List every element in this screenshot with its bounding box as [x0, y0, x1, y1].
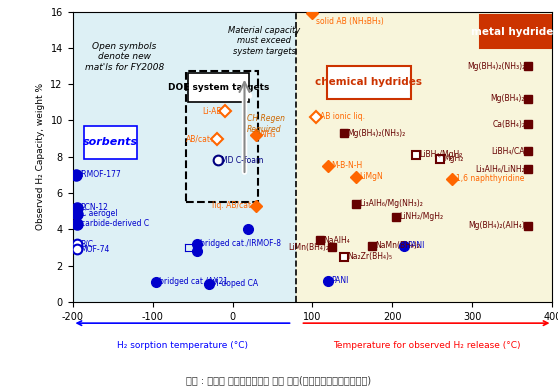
Text: Li₃AlH₆/Mg(NH₃)₂: Li₃AlH₆/Mg(NH₃)₂ [360, 199, 424, 209]
Text: bridged cat./IRMOF-8: bridged cat./IRMOF-8 [200, 239, 281, 248]
Bar [296, 12, 552, 302]
Text: solid AB (NH₃BH₃): solid AB (NH₃BH₃) [316, 17, 383, 26]
Text: AB ionic liq.: AB ionic liq. [320, 112, 365, 122]
FancyBboxPatch shape [327, 66, 411, 99]
Text: 1,6 naphthyridine: 1,6 naphthyridine [456, 174, 524, 183]
Text: NaMn(BH₄)₂: NaMn(BH₄)₂ [376, 241, 421, 250]
Text: M-B-N-H: M-B-N-H [331, 161, 363, 170]
Text: AB/cat.: AB/cat. [186, 134, 213, 143]
Text: Li-AB: Li-AB [202, 107, 222, 116]
Text: LiBH₄/CA: LiBH₄/CA [492, 147, 525, 156]
Text: carbide-derived C: carbide-derived C [80, 219, 148, 228]
Text: PCN-12: PCN-12 [80, 203, 108, 212]
Text: MD C-foam: MD C-foam [222, 156, 264, 165]
Text: LiBH₄/MgH₂: LiBH₄/MgH₂ [420, 151, 463, 159]
Bar [73, 12, 296, 302]
Text: Li₃AlH₆/LiNH₂: Li₃AlH₆/LiNH₂ [475, 165, 525, 174]
Text: sorbents: sorbents [83, 137, 138, 147]
FancyBboxPatch shape [189, 73, 248, 102]
Text: LiNH₂/MgH₂: LiNH₂/MgH₂ [400, 212, 444, 221]
Text: MOF-74: MOF-74 [80, 245, 110, 254]
Text: NaAlH₄: NaAlH₄ [324, 236, 350, 245]
Text: metal hydrides: metal hydrides [472, 27, 558, 36]
Text: bridged cat./AX21: bridged cat./AX21 [159, 277, 228, 286]
FancyBboxPatch shape [480, 15, 551, 48]
Bar [186, 72, 258, 202]
Text: Na₂Zr(BH₄)₅: Na₂Zr(BH₄)₅ [348, 252, 393, 261]
Text: Mg(BH₄)₂(NH₃)₂: Mg(BH₄)₂(NH₃)₂ [348, 128, 406, 138]
Text: H₂ sorption temperature (°C): H₂ sorption temperature (°C) [117, 341, 248, 349]
Text: Temperature for observed H₂ release (°C): Temperature for observed H₂ release (°C) [333, 341, 520, 349]
Text: AlH₃: AlH₃ [259, 130, 276, 139]
Text: Mg(BH₄)₂: Mg(BH₄)₂ [490, 94, 525, 103]
Text: M-doped CA: M-doped CA [211, 279, 258, 288]
Text: IRMOF-177: IRMOF-177 [79, 170, 121, 180]
Text: 출처 : 고용량 수소저장합금의 개발 동향(한국과학기술정보연구원): 출처 : 고용량 수소저장합금의 개발 동향(한국과학기술정보연구원) [186, 375, 372, 385]
Text: Open symbols
denote new
mat'ls for FY2008: Open symbols denote new mat'ls for FY200… [85, 42, 164, 72]
Text: LiMgN: LiMgN [360, 172, 383, 181]
Text: PANI: PANI [331, 276, 349, 286]
Text: C aerogel: C aerogel [80, 209, 117, 218]
Text: chemical hydrides: chemical hydrides [315, 77, 422, 87]
Text: MgH₂: MgH₂ [444, 154, 464, 163]
Text: Mg(BH₄)₂(AlH₄): Mg(BH₄)₂(AlH₄) [469, 221, 525, 230]
Text: DOE system targets: DOE system targets [168, 83, 270, 92]
Text: liq. AB/cat.: liq. AB/cat. [212, 201, 253, 210]
Text: LiMn(BH₄)₂: LiMn(BH₄)₂ [288, 243, 329, 252]
Y-axis label: Observed H₂ Capacity, weight %: Observed H₂ Capacity, weight % [36, 83, 45, 230]
Text: Ca(BH₄)₂: Ca(BH₄)₂ [492, 120, 525, 128]
Text: Material capacity
must exceed
system targets: Material capacity must exceed system tar… [228, 26, 301, 56]
Text: PANI: PANI [408, 241, 425, 250]
Text: CH Regen
Required: CH Regen Required [247, 115, 285, 134]
Text: Mg(BH₄)₂(NH₃)₂: Mg(BH₄)₂(NH₃)₂ [467, 62, 525, 70]
Text: B/C: B/C [80, 239, 94, 248]
FancyBboxPatch shape [84, 126, 137, 159]
